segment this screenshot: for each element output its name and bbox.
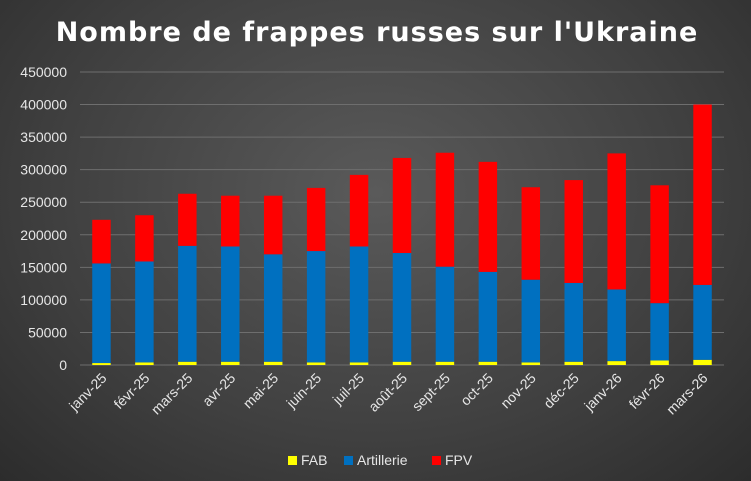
y-tick-label: 250000	[20, 194, 67, 210]
x-tick-label: févr-26	[626, 370, 668, 412]
y-tick-label: 150000	[20, 259, 67, 275]
x-tick-label: juil-25	[329, 370, 368, 409]
bar-fab-juin-25	[306, 362, 326, 365]
bar-fab-août-25	[392, 361, 412, 365]
y-tick-label: 100000	[20, 292, 67, 308]
x-tick-label: mars-25	[148, 370, 196, 418]
x-tick-label: mai-25	[240, 370, 282, 412]
bar-fab-juil-25	[349, 362, 369, 365]
bar-artillerie-mars-25	[178, 245, 197, 362]
bar-artillerie-févr-25	[135, 261, 154, 363]
x-tick-label: août-25	[365, 370, 410, 415]
bar-fab-mai-25	[263, 361, 283, 365]
bar-fab-févr-25	[135, 362, 154, 365]
y-tick-label: 450000	[20, 64, 67, 80]
bar-fpv-sept-25	[435, 152, 455, 267]
bar-artillerie-mai-25	[263, 254, 283, 362]
bar-artillerie-mars-26	[693, 284, 712, 360]
bar-fpv-mai-25	[263, 195, 283, 255]
bar-fpv-déc-25	[564, 180, 583, 283]
bar-fpv-juil-25	[349, 174, 369, 247]
y-tick-label: 50000	[28, 324, 67, 340]
bar-artillerie-févr-26	[650, 303, 669, 361]
x-tick-label: nov-25	[497, 370, 539, 412]
bar-fab-sept-25	[435, 361, 455, 365]
bar-fpv-oct-25	[478, 161, 498, 272]
legend: FAB Artillerie FPV	[288, 452, 473, 468]
bar-fpv-janv-25	[92, 219, 111, 264]
bar-fab-nov-25	[521, 362, 541, 365]
x-tick-label: mars-26	[663, 370, 711, 418]
chart-title: Nombre de frappes russes sur l'Ukraine	[56, 17, 699, 48]
x-tick-label: sept-25	[409, 370, 453, 414]
legend-swatch-artillerie	[344, 456, 353, 465]
bar-fab-mars-26	[693, 359, 712, 365]
bar-artillerie-août-25	[392, 253, 412, 362]
bar-fpv-juin-25	[306, 187, 326, 252]
bar-fpv-mars-26	[693, 104, 712, 285]
bar-artillerie-juil-25	[349, 246, 369, 363]
bar-fpv-mars-25	[178, 193, 197, 246]
bar-fpv-nov-25	[521, 187, 541, 280]
legend-label-artillerie: Artillerie	[357, 452, 408, 468]
x-tick-label: janv-25	[65, 370, 110, 415]
bar-fab-janv-25	[92, 363, 111, 365]
bar-fpv-août-25	[392, 157, 412, 254]
x-tick-label: févr-25	[110, 370, 152, 412]
x-tick-label: janv-26	[580, 370, 625, 415]
y-tick-label: 200000	[20, 227, 67, 243]
legend-swatch-fab	[288, 456, 297, 465]
bar-artillerie-avr-25	[221, 246, 240, 362]
x-tick-label: oct-25	[457, 370, 496, 409]
bar-fab-janv-26	[607, 361, 626, 365]
legend-label-fpv: FPV	[445, 452, 473, 468]
y-tick-label: 300000	[20, 162, 67, 178]
x-tick-label: juin-25	[283, 370, 325, 412]
bar-fpv-avr-25	[221, 195, 240, 247]
y-axis: 0 50000 100000 150000 200000 250000 300000 3500…	[20, 64, 67, 373]
y-tick-label: 400000	[20, 97, 67, 113]
x-tick-label: déc-25	[540, 370, 582, 412]
bar-fpv-janv-26	[607, 153, 626, 290]
bar-fpv-févr-25	[135, 215, 154, 262]
bar-artillerie-juin-25	[306, 251, 326, 363]
bar-artillerie-janv-26	[607, 289, 626, 362]
bar-fab-mars-25	[178, 361, 197, 365]
y-tick-label: 350000	[20, 129, 67, 145]
y-tick-label: 0	[59, 357, 67, 373]
bar-artillerie-oct-25	[478, 271, 498, 362]
bar-artillerie-sept-25	[435, 266, 455, 362]
bar-artillerie-janv-25	[92, 263, 111, 364]
legend-swatch-fpv	[432, 456, 441, 465]
bars	[92, 104, 712, 365]
bar-artillerie-déc-25	[564, 282, 583, 362]
x-tick-label: avr-25	[199, 370, 239, 410]
bar-fab-déc-25	[564, 361, 583, 365]
bar-artillerie-nov-25	[521, 279, 541, 363]
bar-fpv-févr-26	[650, 185, 669, 304]
bar-fab-oct-25	[478, 361, 498, 365]
bar-fab-févr-26	[650, 360, 669, 365]
legend-label-fab: FAB	[301, 452, 327, 468]
bar-fab-avr-25	[221, 361, 240, 365]
